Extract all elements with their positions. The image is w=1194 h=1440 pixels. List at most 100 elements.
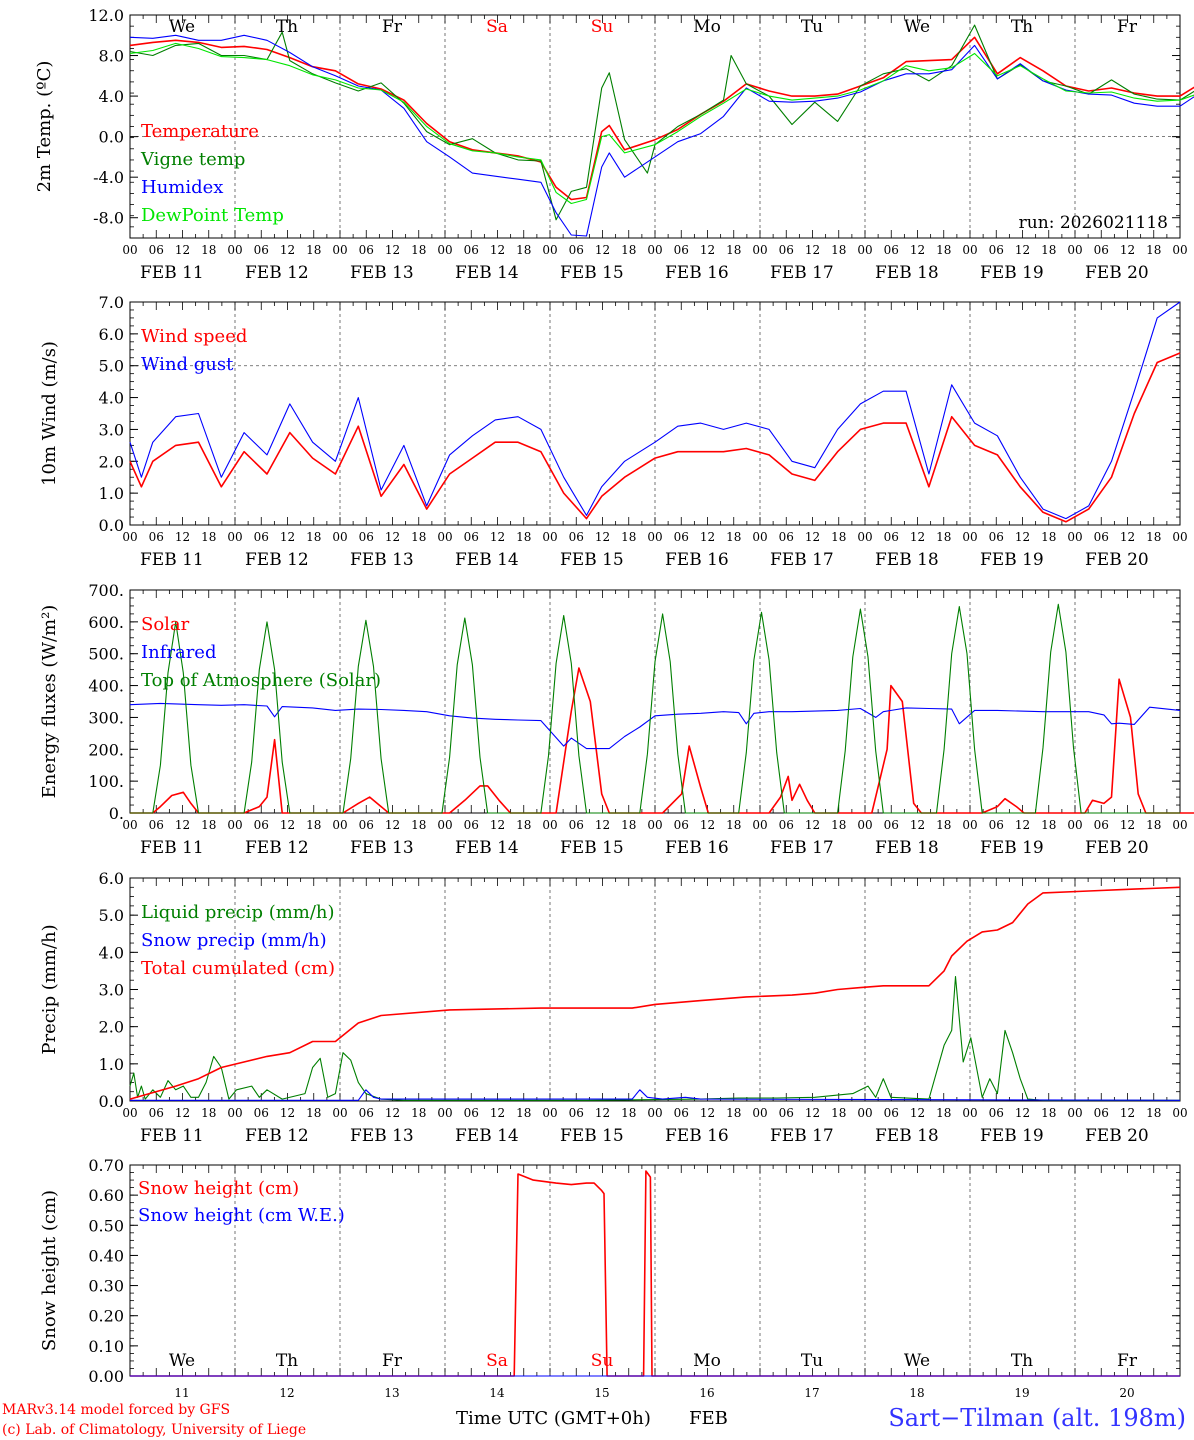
x-hour-label: 12 [385, 1106, 400, 1120]
x-hour-label: 06 [779, 1106, 794, 1120]
x-hour-label: 18 [516, 243, 531, 257]
legend-entry: Wind speed [141, 326, 247, 347]
x-hour-label: 18 [306, 243, 321, 257]
x-hour-label: 00 [647, 1106, 662, 1120]
y-tick-label: 100. [88, 772, 124, 791]
x-date-label: FEB 15 [560, 550, 624, 570]
x-date-label: FEB 11 [140, 550, 204, 570]
y-tick-label: 2.0 [99, 1018, 124, 1037]
panel-4: 6.0 5.0 4.0 3.0 2.0 1.0 0.0 Precip (mm/h) 00 06 12… [39, 869, 1188, 1146]
x-date-label: FEB 12 [245, 550, 309, 570]
x-hour-label: 12 [385, 530, 400, 544]
x-hour-label: 00 [857, 530, 872, 544]
y-tick-label: 2.0 [99, 452, 124, 471]
x-hour-label: 12 [385, 243, 400, 257]
x-date-label: FEB 14 [455, 838, 519, 858]
x-hour-label: 00 [542, 243, 557, 257]
x-date-label: FEB 17 [770, 1126, 834, 1146]
x-hour-label: 00 [1067, 243, 1082, 257]
x-hour-label: 12 [910, 1106, 925, 1120]
panel-3: 700. 600. 500. 400. 300. 200. 100. 0. Energy flu… [39, 581, 1194, 858]
x-hour-label: 18 [621, 530, 636, 544]
x-hour-label: 00 [1172, 818, 1187, 832]
x-hour-label: 18 [726, 1106, 741, 1120]
x-date-label: FEB 18 [875, 1126, 939, 1146]
x-date-label: FEB 12 [245, 1126, 309, 1146]
x-hour-label: 00 [437, 818, 452, 832]
x-hour-label: 06 [779, 243, 794, 257]
x-hour-label: 00 [227, 1106, 242, 1120]
x-hour-label: 00 [227, 243, 242, 257]
x-hour-label: 06 [1094, 1106, 1109, 1120]
x-hour-label: 12 [805, 1106, 820, 1120]
x-hour-label: 06 [569, 530, 584, 544]
x-hour-label: 12 [805, 243, 820, 257]
x-hour-label: 18 [1041, 818, 1056, 832]
x-hour-label: 00 [857, 243, 872, 257]
x-hour-label: 00 [857, 818, 872, 832]
x-hour-label: 00 [752, 530, 767, 544]
series-line-3 [130, 603, 1180, 814]
y-tick-label: 0.0 [99, 128, 124, 147]
legend-entry: Infrared [141, 642, 216, 663]
x-hour-label: 18 [831, 818, 846, 832]
x-hour-label: 00 [752, 1106, 767, 1120]
x-day-number: 11 [174, 1386, 189, 1400]
x-hour-label: 06 [989, 243, 1004, 257]
series-group [130, 1170, 1180, 1377]
x-hour-label: 00 [857, 1106, 872, 1120]
x-date-label: FEB 17 [770, 263, 834, 283]
x-date-label: FEB 14 [455, 263, 519, 283]
weekday-label: Tu [801, 17, 823, 37]
x-hour-label: 06 [254, 530, 269, 544]
x-day-number: 19 [1014, 1386, 1029, 1400]
x-hour-label: 18 [726, 818, 741, 832]
x-hour-label: 06 [464, 530, 479, 544]
x-hour-label: 06 [359, 530, 374, 544]
x-date-label: FEB 13 [350, 1126, 414, 1146]
legend-entry: Top of Atmosphere (Solar) [141, 670, 381, 691]
x-hour-label: 18 [1041, 243, 1056, 257]
x-hour-label: 12 [490, 243, 505, 257]
x-hour-label: 12 [175, 243, 190, 257]
x-hour-label: 00 [1067, 818, 1082, 832]
x-date-label: FEB 15 [560, 838, 624, 858]
x-date-label: FEB 19 [980, 838, 1044, 858]
x-hour-label: 06 [149, 1106, 164, 1120]
x-hour-label: 18 [621, 818, 636, 832]
weekday-label: Sa [486, 17, 508, 37]
x-hour-label: 06 [569, 818, 584, 832]
x-hour-label: 06 [779, 818, 794, 832]
y-tick-label: 0. [109, 804, 124, 823]
series-group [129, 603, 1194, 814]
x-hour-label: 12 [490, 1106, 505, 1120]
y-tick-label: 6.0 [99, 869, 124, 888]
x-hour-label: 06 [674, 818, 689, 832]
x-hour-label: 06 [359, 818, 374, 832]
series-group [129, 24, 1194, 237]
x-hour-label: 18 [726, 243, 741, 257]
weekday-label: Th [276, 1351, 298, 1371]
x-hour-label: 00 [437, 243, 452, 257]
x-hour-label: 12 [490, 818, 505, 832]
x-date-label: FEB 13 [350, 263, 414, 283]
x-hour-label: 12 [1015, 1106, 1030, 1120]
x-hour-label: 18 [411, 818, 426, 832]
x-hour-label: 12 [910, 818, 925, 832]
y-tick-label: 5.0 [99, 906, 124, 925]
series-group [129, 301, 1181, 523]
x-hour-label: 06 [1094, 243, 1109, 257]
run-label: run: 2026021118 [1019, 213, 1168, 233]
y-axis-label: 2m Temp. (ºC) [34, 61, 55, 193]
series-line-2 [129, 301, 1181, 520]
x-hour-label: 00 [332, 243, 347, 257]
x-hour-label: 18 [201, 818, 216, 832]
x-hour-label: 18 [621, 243, 636, 257]
x-axis-title: Time UTC (GMT+0h) [456, 1408, 651, 1429]
x-date-label: FEB 14 [455, 1126, 519, 1146]
x-hour-label: 18 [411, 530, 426, 544]
x-date-label: FEB 11 [140, 838, 204, 858]
x-hour-label: 12 [175, 818, 190, 832]
x-hour-label: 12 [280, 530, 295, 544]
